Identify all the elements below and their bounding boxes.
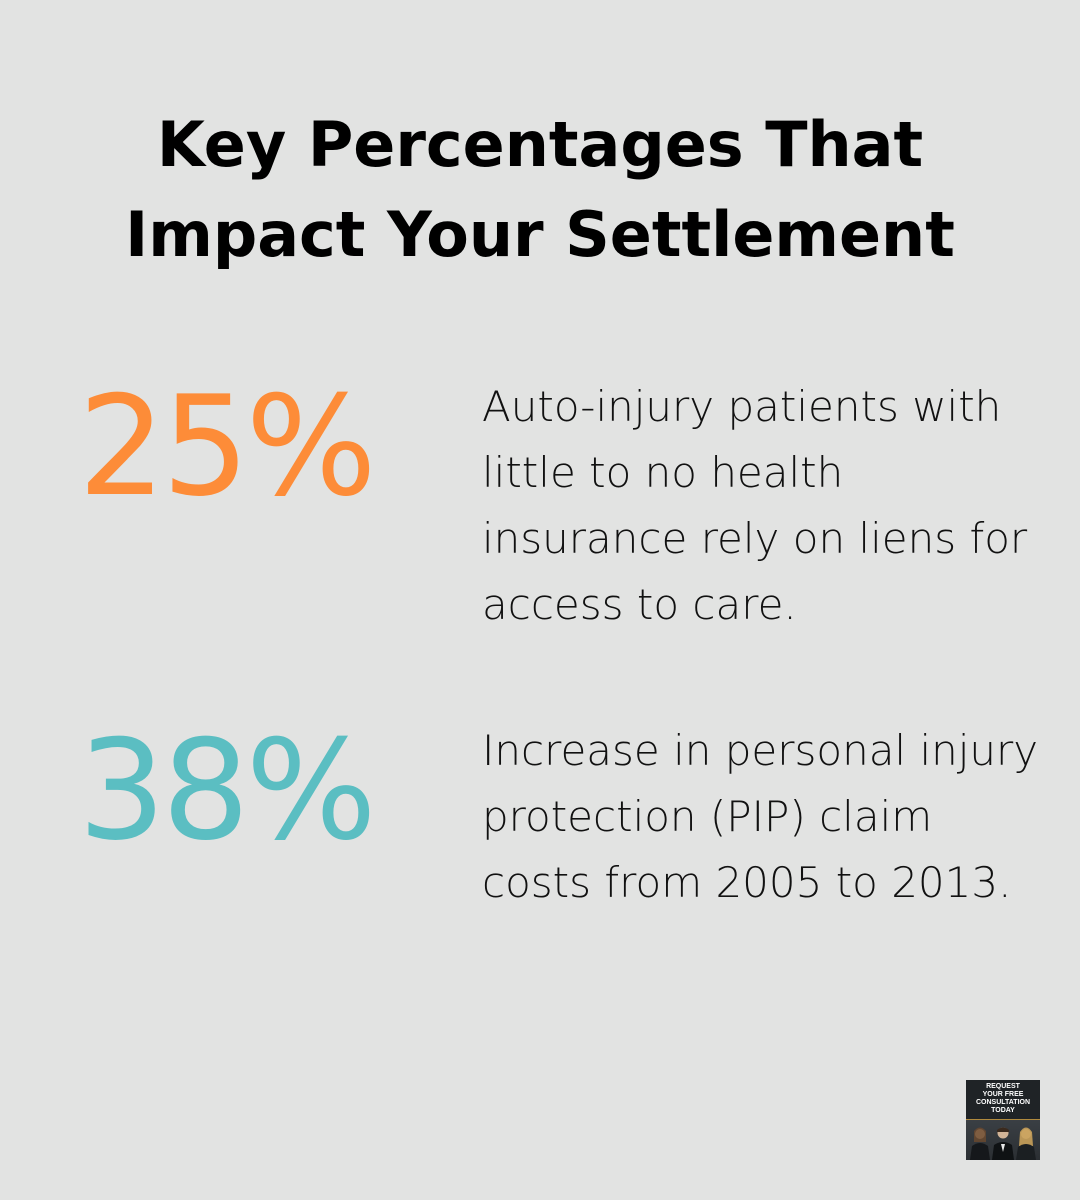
cta-accent-line [966,1119,1040,1120]
cta-text: REQUEST YOUR FREE CONSULTATION TODAY [975,1083,1031,1114]
stat-value-1: 25% [78,366,377,527]
stat-value-2: 38% [78,710,377,871]
team-photo-icon [970,1127,1036,1160]
team-photo [966,1120,1040,1160]
page-title: Key Percentages That Impact Your Settlem… [125,108,955,271]
stat-block-2: 38% Increase in personal injury protecti… [0,716,1080,996]
consultation-cta-badge[interactable]: REQUEST YOUR FREE CONSULTATION TODAY [966,1080,1040,1160]
stat-block-1: 25% Auto-injury patients with little to … [0,372,1080,652]
stat-description-2: Increase in personal injury protection (… [482,726,1039,907]
stat-description-1: Auto-injury patients with little to no h… [482,382,1028,629]
